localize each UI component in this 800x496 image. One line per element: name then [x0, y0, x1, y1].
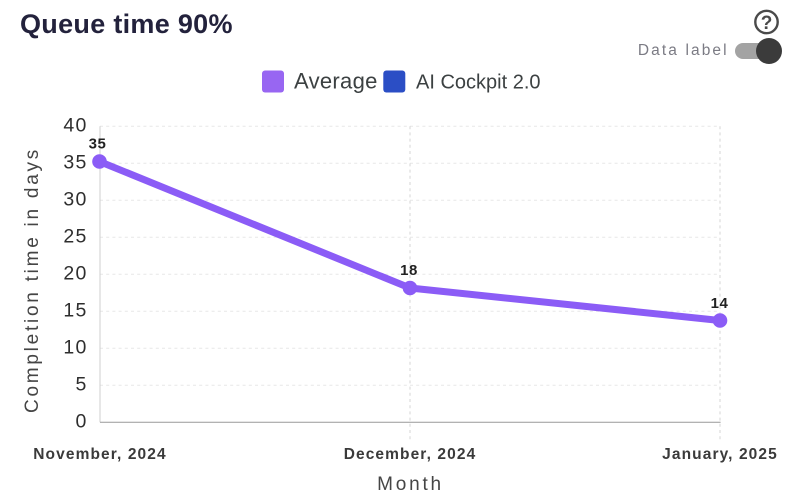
- svg-text:14: 14: [711, 295, 729, 312]
- svg-text:35: 35: [89, 136, 107, 153]
- svg-text:15: 15: [63, 300, 87, 322]
- svg-text:5: 5: [75, 374, 87, 396]
- svg-text:20: 20: [63, 263, 87, 285]
- svg-text:30: 30: [63, 189, 87, 211]
- svg-text:25: 25: [63, 226, 87, 248]
- svg-text:0: 0: [75, 411, 87, 433]
- svg-text:40: 40: [63, 115, 87, 137]
- svg-text:Queue time 90%: Queue time 90%: [20, 9, 233, 39]
- svg-text:AI Cockpit 2.0: AI Cockpit 2.0: [416, 71, 541, 93]
- svg-text:January, 2025: January, 2025: [662, 446, 778, 463]
- svg-text:Data label: Data label: [638, 42, 729, 59]
- svg-text:35: 35: [63, 152, 87, 174]
- svg-text:Month: Month: [377, 474, 444, 495]
- svg-text:10: 10: [63, 337, 87, 359]
- svg-text:Completion time in days: Completion time in days: [22, 147, 43, 413]
- svg-text:November, 2024: November, 2024: [33, 446, 166, 463]
- svg-text:18: 18: [400, 262, 418, 279]
- svg-text:Average: Average: [294, 68, 378, 93]
- svg-text:?: ?: [761, 13, 773, 34]
- svg-text:December, 2024: December, 2024: [344, 446, 477, 463]
